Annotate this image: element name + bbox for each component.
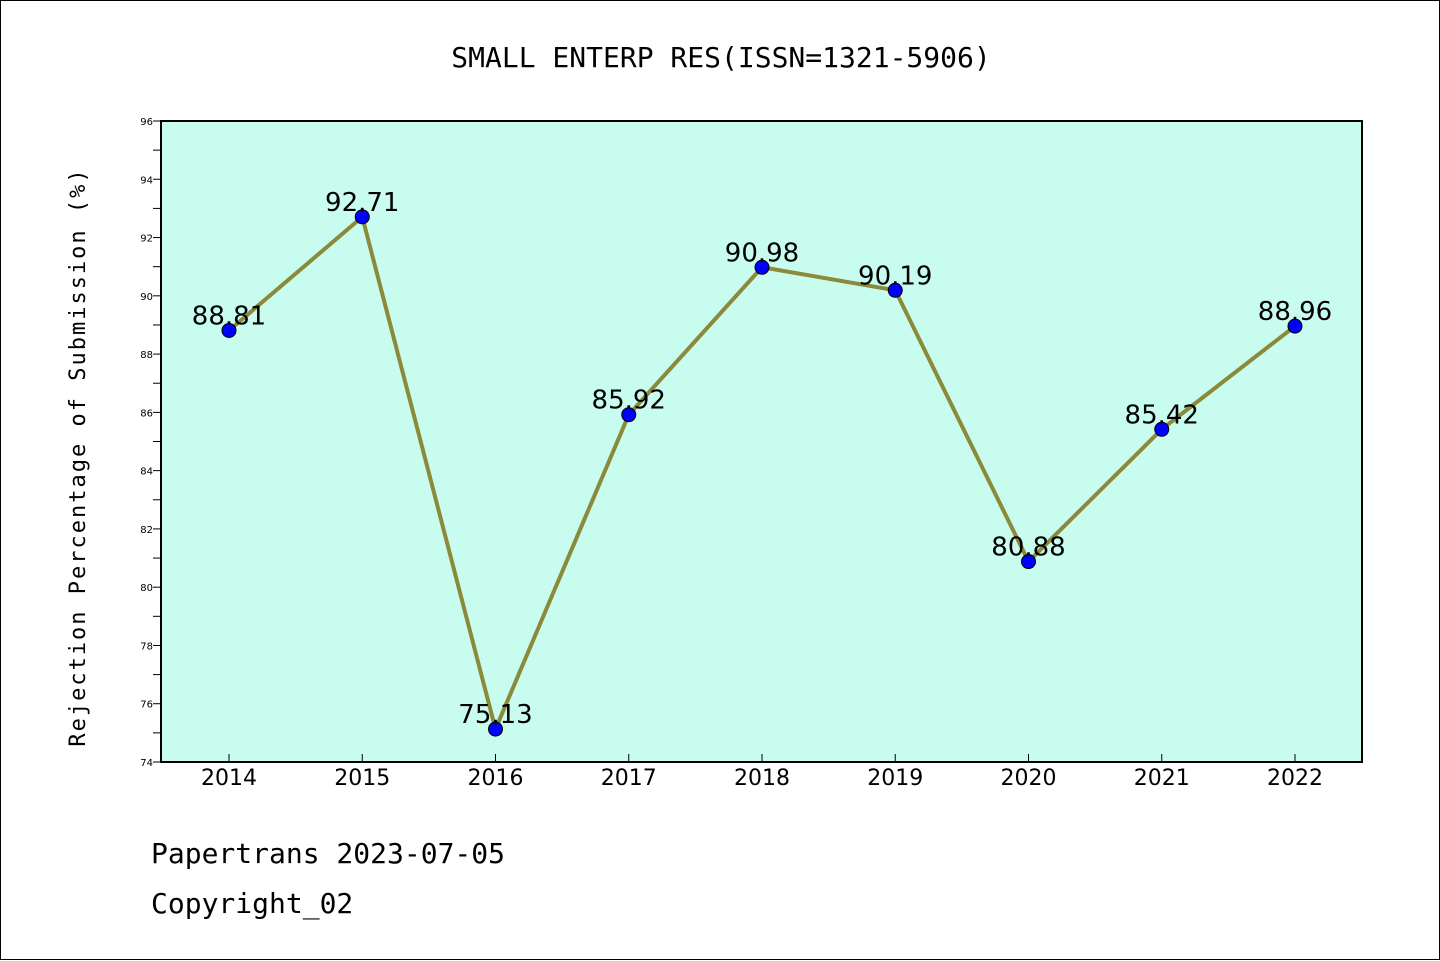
data-point-2019 <box>887 282 903 298</box>
x-tick-label: 2018 <box>734 766 790 791</box>
x-tick-label: 2019 <box>867 766 923 791</box>
x-tick-label: 2022 <box>1267 766 1323 791</box>
data-point-2017 <box>621 407 637 423</box>
y-tick-label: 86 <box>140 408 153 419</box>
data-markers <box>221 209 1303 737</box>
x-tick-label: 2021 <box>1134 766 1190 791</box>
x-tick-label: 2017 <box>601 766 657 791</box>
data-point-2014 <box>221 322 237 338</box>
data-point-2015 <box>354 209 370 225</box>
data-point-2021 <box>1154 421 1170 437</box>
data-point-2022 <box>1287 318 1303 334</box>
data-label-2020: 80.88 <box>991 533 1065 563</box>
data-labels: 88.81 92.71 75.13 85.92 90.98 90.19 80.88 85.42… <box>192 188 1332 730</box>
data-point-2020 <box>1021 554 1036 570</box>
y-tick-label: 94 <box>140 175 153 186</box>
data-label-2019: 90.19 <box>858 261 932 291</box>
y-axis: 74 76 78 80 82 84 86 88 90 92 94 96 <box>140 117 161 769</box>
x-tick-label: 2014 <box>201 766 257 791</box>
data-label-2017: 85.92 <box>592 386 666 416</box>
footer-copyright: Copyright_02 <box>151 887 354 920</box>
data-label-2018: 90.98 <box>725 238 799 268</box>
data-point-2018 <box>754 259 770 275</box>
chart-title: SMALL ENTERP RES(ISSN=1321-5906) <box>451 41 990 74</box>
data-label-2022: 88.96 <box>1258 297 1332 327</box>
y-tick-label: 84 <box>140 467 153 478</box>
x-tick-label: 2020 <box>1001 766 1057 791</box>
data-label-2021: 85.42 <box>1125 400 1199 430</box>
y-tick-label: 96 <box>140 117 153 128</box>
footer-date-credit: Papertrans 2023-07-05 <box>151 837 506 870</box>
x-tick-label: 2015 <box>334 766 390 791</box>
y-tick-label: 80 <box>140 583 153 594</box>
y-tick-label: 74 <box>140 758 153 769</box>
x-tick-label: 2016 <box>468 766 524 791</box>
y-tick-label: 88 <box>140 350 153 361</box>
data-label-2015: 92.71 <box>325 188 399 218</box>
data-label-2014: 88.81 <box>192 301 266 331</box>
y-tick-label: 92 <box>140 234 153 245</box>
plot-area <box>160 120 1363 763</box>
data-point-2016 <box>488 721 503 737</box>
y-tick-label: 78 <box>140 641 153 652</box>
data-label-2016: 75.13 <box>458 700 532 730</box>
y-tick-label: 76 <box>140 700 153 711</box>
y-tick-label: 90 <box>140 292 153 303</box>
y-axis-label: Rejection Percentage of Submission (%) <box>66 167 91 746</box>
x-axis: 2014 2015 2016 2017 2018 2019 2020 2021 2022 <box>201 754 1323 791</box>
y-tick-label: 82 <box>140 525 153 536</box>
